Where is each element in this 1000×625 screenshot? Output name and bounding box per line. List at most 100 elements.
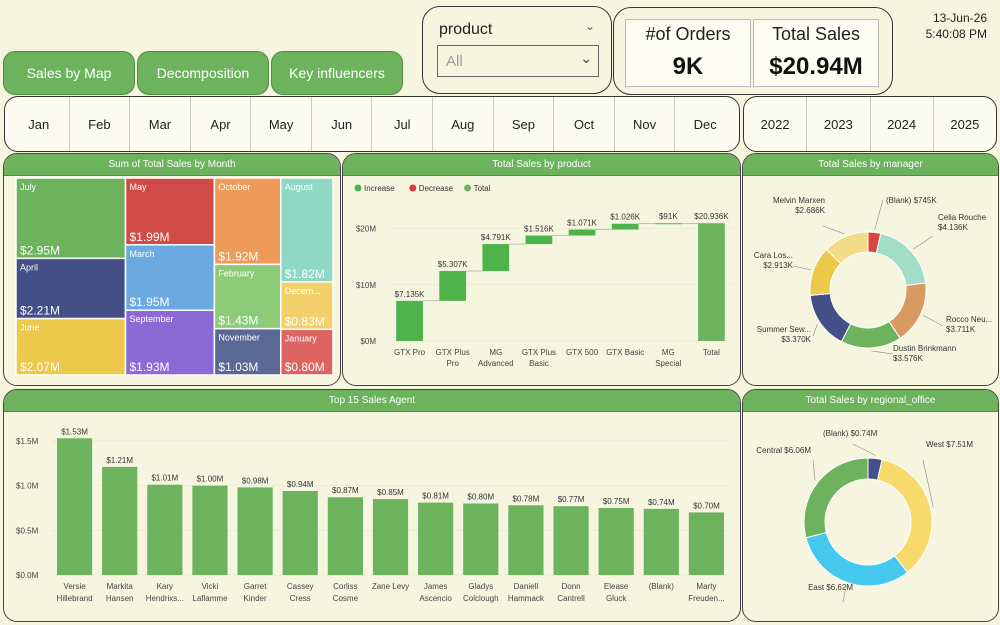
month-dec[interactable]: Dec (693, 116, 717, 132)
month-slicer: Jan Feb Mar Apr May Jun Jul Aug Sep Oct Nov Dec (4, 96, 740, 152)
agent-bar[interactable]: $0.80M Gladys Colclough (463, 493, 499, 604)
x-tick-label: Cassey (287, 582, 314, 591)
treemap-cell-name: July (20, 182, 37, 192)
waterfall-bar[interactable]: $1.516K GTX Plus Basic (522, 225, 569, 368)
x-tick-label: Hansen (106, 594, 134, 603)
bar-data-label: $0.81M (422, 492, 449, 501)
month-oct[interactable]: Oct (554, 97, 615, 151)
x-tick-label: Zane Levy (372, 582, 409, 591)
treemap-cell-value: $1.99M (130, 230, 170, 244)
agent-bar[interactable]: $1.53M Versie Hillebrand (57, 427, 93, 603)
donut-slice[interactable]: Summer Sew...$3.370K (757, 293, 852, 344)
month-mar[interactable]: Mar (130, 97, 191, 151)
month-apr[interactable]: Apr (191, 97, 252, 151)
bar-data-label: $1.21M (106, 456, 133, 465)
x-tick-label: Colclough (463, 594, 499, 603)
bar-data-label: $7.135K (395, 290, 425, 299)
donut-label: Celia Rouche (938, 213, 987, 222)
donut-label: East $6.62M (808, 583, 853, 592)
treemap-cell[interactable]: August $1.82M (279, 177, 334, 283)
treemap-cell[interactable]: Decem... $0.83M (279, 281, 334, 331)
treemap-cell-value: $2.07M (20, 360, 60, 374)
bar-data-label: $1.00M (197, 475, 224, 484)
treemap-cell[interactable]: May $1.99M (124, 177, 216, 246)
month-may[interactable]: May (251, 97, 312, 151)
donut-label: Dustin Brinkmann (893, 344, 956, 353)
x-tick-label: Cantrell (557, 594, 585, 603)
agent-bar[interactable]: $0.75M Elease Gluck (598, 497, 634, 603)
month-jan[interactable]: Jan (9, 97, 70, 151)
waterfall-bar[interactable]: $1.071K GTX 500 (566, 219, 612, 357)
treemap-cell[interactable]: June $2.07M (15, 317, 127, 376)
agent-bar[interactable]: $0.78M Daniell Hammack (508, 494, 545, 603)
x-tick-label: Garret (244, 582, 267, 591)
product-dropdown[interactable]: All ⌄ (437, 45, 599, 77)
waterfall-bar[interactable]: $5.307K GTX Plus Pro (436, 260, 483, 368)
month-jun[interactable]: Jun (312, 97, 373, 151)
agent-bar[interactable]: $0.77M Donn Cantrell (553, 495, 589, 603)
treemap-cell[interactable]: July $2.95M (15, 177, 127, 260)
bar-data-label: $0.77M (558, 495, 585, 504)
sales-by-map-button[interactable]: Sales by Map (3, 51, 135, 95)
year-slicer: 2022 2023 2024 2025 (743, 96, 997, 152)
donut-slice[interactable]: Central $6.06M (756, 446, 869, 539)
donut-slice[interactable]: Rocco Neu...$3.711K (888, 282, 992, 339)
treemap-cell[interactable]: January $0.80M (279, 328, 334, 376)
month-sep[interactable]: Sep (494, 97, 555, 151)
year-2022[interactable]: 2022 (744, 97, 808, 151)
agent-bar[interactable]: $1.21M Markita Hansen (102, 456, 138, 603)
donut-slice[interactable]: Celia Rouche$4.136K (875, 213, 987, 287)
donut-slice[interactable]: West $7.51M (876, 440, 973, 574)
chevron-down-icon[interactable]: ⌄ (584, 19, 595, 33)
agent-bar[interactable]: $1.00M Vicki Laflamme (192, 475, 228, 603)
treemap-cell[interactable]: April $2.21M (15, 257, 127, 320)
y-tick-label: $0.0M (16, 571, 39, 580)
agent-bar[interactable]: $0.94M Cassey Cress (282, 480, 318, 603)
waterfall-bar[interactable]: $91K MG Special (654, 212, 699, 368)
month-nov[interactable]: Nov (615, 97, 676, 151)
x-tick-label: Gluck (606, 594, 627, 603)
x-tick-label: Hendrixs... (146, 594, 184, 603)
waterfall-bar[interactable]: $1.026K GTX Basic (606, 213, 655, 357)
month-feb[interactable]: Feb (70, 97, 131, 151)
treemap-cell[interactable]: February $1.43M (213, 263, 282, 330)
panel-title: Total Sales by regional_office (743, 390, 998, 412)
agent-panel: Top 15 Sales Agent $0.0M $0.5M $1.0M $1.5M $… (3, 389, 741, 622)
treemap-cell-value: $0.80M (285, 360, 325, 374)
x-tick-label: Kary (157, 582, 173, 591)
treemap-cell-name: October (218, 182, 250, 192)
month-jul[interactable]: Jul (372, 97, 434, 151)
x-tick-label: GTX Basic (606, 348, 644, 357)
agent-bar[interactable]: $0.98M Garret Kinder (237, 476, 273, 603)
year-2025[interactable]: 2025 (950, 116, 980, 132)
treemap-cell[interactable]: October $1.92M (213, 177, 282, 266)
agent-bar[interactable]: $0.87M Corliss Cosme (327, 486, 363, 603)
waterfall-bar[interactable]: $4.791K MG Advanced (478, 233, 526, 368)
donut-label: $3.370K (781, 335, 811, 344)
waterfall-bar[interactable]: $7.135K GTX Pro (394, 290, 440, 357)
orders-card: #of Orders 9K (625, 19, 751, 87)
agent-bar[interactable]: $0.70M Marty Freuden... (688, 501, 724, 603)
month-aug[interactable]: Aug (433, 97, 494, 151)
waterfall-bar[interactable]: $20.936K Total (694, 212, 729, 357)
x-tick-label: MG (662, 348, 675, 357)
bar-data-label: $91K (659, 212, 678, 221)
year-2023[interactable]: 2023 (807, 97, 871, 151)
year-2024[interactable]: 2024 (871, 97, 934, 151)
x-tick-label: GTX Pro (394, 348, 426, 357)
bar-data-label: $0.85M (377, 488, 404, 497)
treemap-cell[interactable]: September $1.93M (124, 309, 216, 376)
key-influencers-button[interactable]: Key influencers (271, 51, 403, 95)
agent-bar[interactable]: $0.81M James Ascencio (418, 492, 454, 603)
legend-item-total: Total (464, 184, 491, 193)
agent-bar[interactable]: $0.85M Zane Levy (372, 488, 409, 591)
agent-bar[interactable]: $0.74M (Blank) (643, 498, 679, 591)
donut-slice[interactable]: East $6.62M (805, 531, 909, 603)
treemap-cell[interactable]: March $1.95M (124, 244, 216, 311)
agent-bar[interactable]: $1.01M Kary Hendrixs... (146, 474, 184, 603)
decomposition-button[interactable]: Decomposition (137, 51, 269, 95)
donut-slice[interactable]: Cara Los...$2.913K (754, 248, 842, 296)
bar-data-label: $1.53M (61, 427, 88, 436)
treemap-cell[interactable]: November $1.03M (213, 327, 282, 376)
donut-slice[interactable]: Melvin Marxen$2.686K (773, 196, 869, 265)
